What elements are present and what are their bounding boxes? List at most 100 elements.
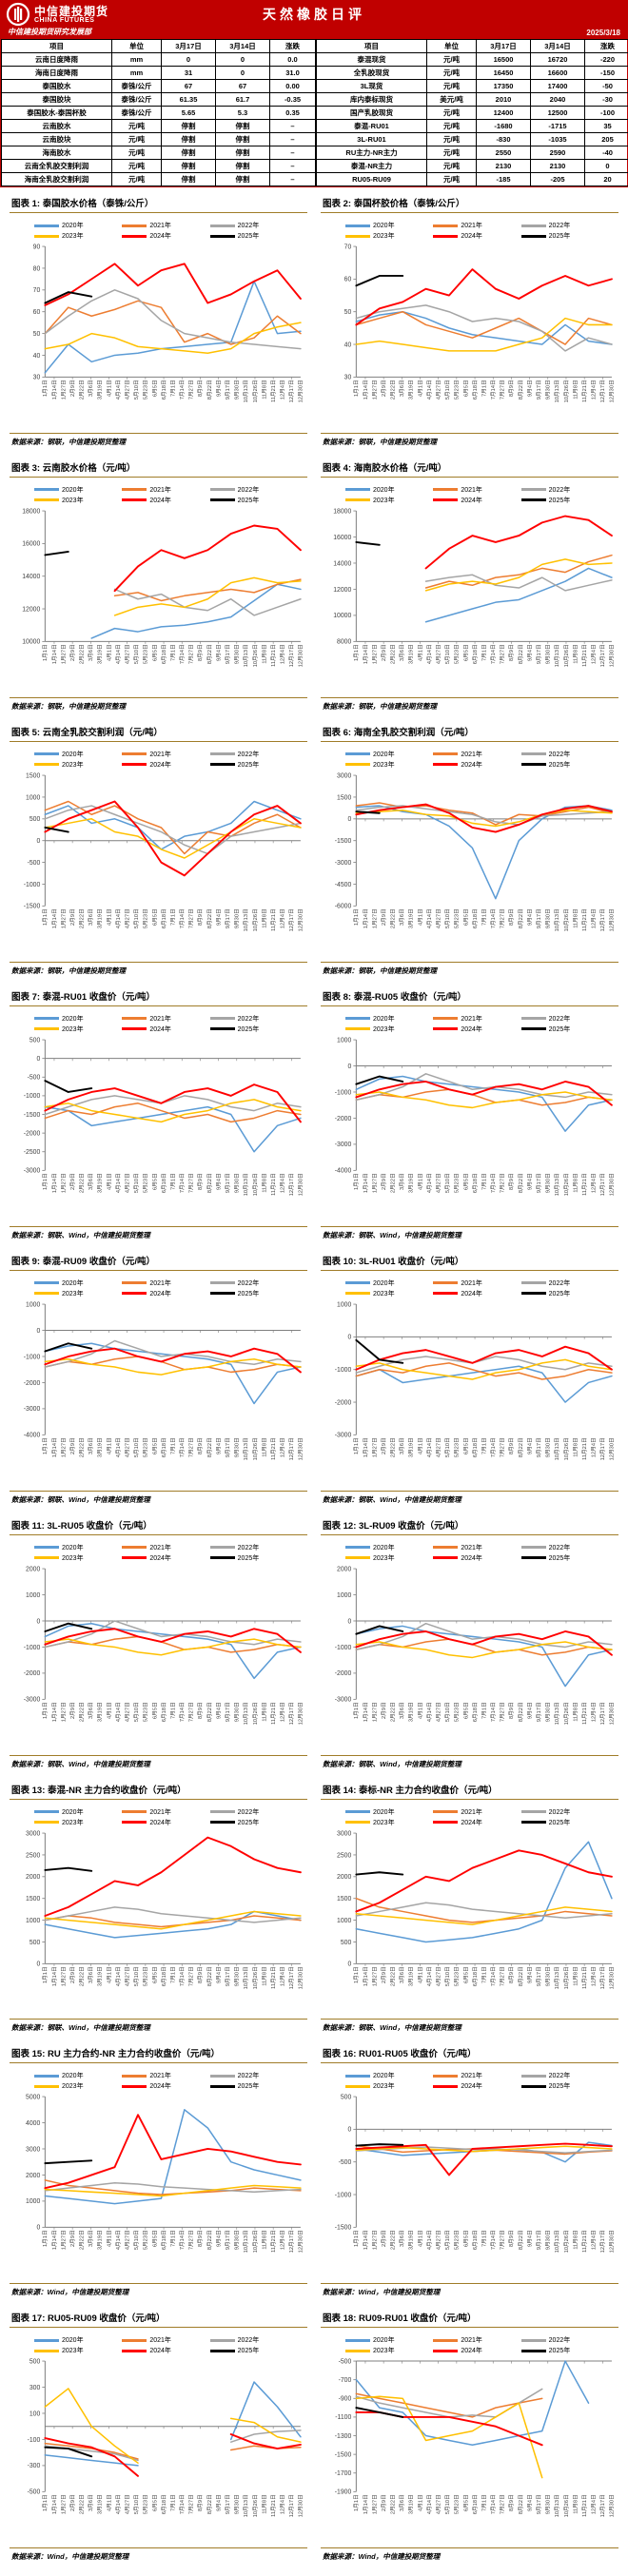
- svg-text:7月27日: 7月27日: [500, 1173, 506, 1193]
- svg-text:12月30日: 12月30日: [298, 380, 304, 402]
- svg-text:2月22日: 2月22日: [390, 1437, 397, 1457]
- legend-swatch: [345, 224, 370, 227]
- svg-text:7月14日: 7月14日: [490, 1173, 497, 1193]
- svg-text:12月17日: 12月17日: [599, 908, 606, 931]
- svg-text:9月17日: 9月17日: [225, 380, 231, 400]
- legend-label: 2020年: [373, 2335, 395, 2345]
- svg-text:50: 50: [33, 331, 41, 338]
- svg-text:8月22日: 8月22日: [518, 908, 524, 928]
- svg-text:4月14日: 4月14日: [426, 1437, 433, 1457]
- legend-label: 2022年: [238, 485, 260, 495]
- svg-text:-3000: -3000: [335, 860, 352, 867]
- svg-text:-1000: -1000: [335, 1367, 352, 1374]
- svg-text:2月22日: 2月22日: [79, 2231, 86, 2251]
- svg-text:11月8日: 11月8日: [261, 380, 267, 399]
- svg-text:3月6日: 3月6日: [399, 1966, 405, 1983]
- legend-item: 2020年: [34, 2071, 122, 2080]
- legend-swatch: [345, 752, 370, 755]
- svg-text:3月6日: 3月6日: [399, 1173, 405, 1190]
- legend-swatch: [433, 488, 458, 491]
- svg-text:5月10日: 5月10日: [444, 2495, 451, 2515]
- legend-label: 2020年: [62, 1014, 84, 1024]
- svg-text:2月9日: 2月9日: [381, 1173, 387, 1190]
- table-cell: -0.35: [270, 93, 316, 107]
- table-cell: -1035: [531, 133, 585, 146]
- svg-text:6月5日: 6月5日: [151, 1437, 158, 1454]
- legend-label: 2024年: [461, 1553, 482, 1563]
- svg-text:6月5日: 6月5日: [151, 1966, 158, 1983]
- svg-text:11月21日: 11月21日: [270, 1437, 277, 1459]
- table-cell: 2550: [477, 146, 531, 160]
- svg-text:4月14日: 4月14日: [426, 2231, 433, 2251]
- svg-text:4月27日: 4月27日: [125, 644, 131, 664]
- legend-item: 2020年: [34, 1543, 122, 1552]
- svg-text:11月8日: 11月8日: [572, 908, 579, 927]
- legend-swatch: [521, 1556, 546, 1559]
- legend-label: 2021年: [461, 1543, 482, 1552]
- svg-text:1月1日: 1月1日: [353, 1966, 360, 1983]
- legend-label: 2022年: [549, 1014, 571, 1024]
- chart-title: 图表 5: 云南全乳胶交割利润（元/吨）: [10, 720, 307, 742]
- svg-text:7月1日: 7月1日: [481, 2231, 487, 2248]
- legend-item: 2021年: [122, 1014, 209, 1024]
- svg-text:6月18日: 6月18日: [472, 908, 479, 928]
- svg-text:7月14日: 7月14日: [179, 1702, 186, 1722]
- svg-text:8月9日: 8月9日: [508, 2495, 515, 2512]
- svg-text:9月17日: 9月17日: [536, 1966, 542, 1986]
- table-cell: 元/吨: [427, 120, 477, 133]
- svg-text:1月27日: 1月27日: [60, 380, 67, 400]
- legend-label: 2020年: [62, 1807, 84, 1817]
- svg-text:3月19日: 3月19日: [408, 644, 415, 664]
- legend-item: 2021年: [433, 1807, 520, 1817]
- legend-label: 2022年: [549, 221, 571, 230]
- svg-text:30: 30: [344, 375, 352, 381]
- svg-text:4月1日: 4月1日: [106, 644, 112, 661]
- svg-text:7月27日: 7月27日: [188, 644, 195, 664]
- legend-swatch: [34, 498, 59, 501]
- svg-text:10月13日: 10月13日: [243, 1966, 249, 1989]
- svg-text:18000: 18000: [22, 508, 40, 515]
- svg-text:11月21日: 11月21日: [581, 908, 588, 930]
- svg-text:4月1日: 4月1日: [106, 2231, 112, 2248]
- legend-swatch: [34, 1810, 59, 1813]
- legend-item: 2024年: [433, 2081, 520, 2091]
- table-cell: 泰混-RU01: [317, 120, 427, 133]
- svg-text:3月6日: 3月6日: [88, 1966, 94, 1983]
- legend-item: 2024年: [433, 760, 520, 770]
- svg-text:8月22日: 8月22日: [518, 644, 524, 664]
- legend-swatch: [433, 1810, 458, 1813]
- svg-text:11月8日: 11月8日: [572, 380, 579, 399]
- legend-label: 2022年: [549, 1543, 571, 1552]
- svg-text:9月30日: 9月30日: [234, 2495, 241, 2515]
- legend-label: 2023年: [62, 760, 84, 770]
- legend-label: 2025年: [238, 1553, 260, 1563]
- table-cell: 停割: [216, 133, 270, 146]
- svg-text:2000: 2000: [337, 1874, 351, 1881]
- svg-text:1月27日: 1月27日: [60, 1966, 67, 1986]
- svg-text:6月5日: 6月5日: [462, 1966, 469, 1983]
- svg-text:16000: 16000: [333, 535, 351, 541]
- svg-text:300: 300: [29, 2385, 41, 2391]
- legend-item: 2021年: [122, 221, 209, 230]
- legend-label: 2023年: [373, 1025, 395, 1034]
- legend-item: 2022年: [521, 1278, 609, 1288]
- legend-swatch: [521, 2085, 546, 2088]
- svg-text:1500: 1500: [337, 794, 351, 801]
- legend-swatch: [34, 1017, 59, 1020]
- legend-item: 2020年: [34, 750, 122, 759]
- chart-source: 数据来源：钢联、Wind，中信建投期货整理: [321, 1226, 618, 1240]
- legend-item: 2022年: [210, 750, 298, 759]
- svg-text:8月9日: 8月9日: [197, 380, 204, 397]
- svg-text:-3000: -3000: [24, 1167, 41, 1174]
- legend-label: 2022年: [549, 750, 571, 759]
- chart-title: 图表 14: 泰标-NR 主力合约收盘价（元/吨）: [321, 1778, 618, 1800]
- svg-text:9月4日: 9月4日: [526, 2231, 533, 2248]
